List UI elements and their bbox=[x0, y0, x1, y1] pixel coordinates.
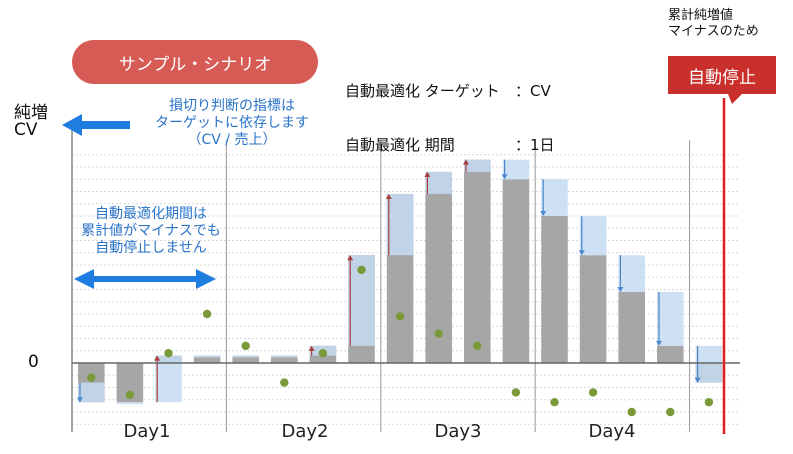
daily-net-dot bbox=[511, 388, 521, 397]
down-arrowhead bbox=[617, 286, 624, 292]
period-note: 自動最適化期間は 累計値がマイナスでも 自動停止しません bbox=[66, 206, 236, 257]
stop-note-line: 累計純増値 bbox=[668, 8, 734, 23]
y-label-net: 純増 bbox=[14, 103, 48, 123]
cumulative-bar bbox=[618, 291, 645, 363]
target-note: 損切り判断の指標は ターゲットに依存します （CV / 売上） bbox=[132, 98, 332, 149]
day-label: Day1 bbox=[123, 421, 171, 442]
daily-net-dot bbox=[164, 349, 173, 358]
day-label: Day4 bbox=[588, 421, 636, 442]
period-arrow-left-head bbox=[74, 269, 94, 289]
daily-net-dot bbox=[357, 265, 366, 275]
up-arrowhead bbox=[347, 255, 354, 261]
scenario-label: サンプル・シナリオ bbox=[72, 40, 318, 84]
change-box bbox=[232, 355, 259, 358]
change-box bbox=[502, 159, 530, 180]
cumulative-bar bbox=[193, 355, 221, 363]
daily-net-dot bbox=[395, 312, 405, 321]
up-arrowhead bbox=[463, 159, 469, 165]
up-arrowhead bbox=[385, 193, 392, 199]
change-box bbox=[271, 355, 298, 358]
axes bbox=[62, 94, 742, 434]
period-value: ：1日 bbox=[515, 136, 555, 154]
change-box bbox=[78, 382, 105, 403]
change-box bbox=[657, 291, 684, 346]
cumulative-bar bbox=[502, 179, 530, 363]
stop-note: 累計純増値 マイナスのため bbox=[668, 8, 759, 40]
up-arrowhead bbox=[424, 171, 431, 177]
change-box bbox=[116, 402, 144, 405]
cumulative-bar bbox=[579, 255, 607, 363]
up-arrowhead bbox=[308, 345, 315, 351]
delta-arrows bbox=[77, 159, 701, 403]
auto-stop-label: 自動停止 bbox=[668, 56, 776, 94]
period-arrow-shaft bbox=[90, 276, 200, 282]
change-box bbox=[618, 255, 645, 292]
change-box bbox=[695, 345, 723, 383]
down-arrowhead bbox=[77, 397, 83, 403]
target-value: ：CV bbox=[515, 82, 551, 100]
period-key: 自動最適化 期間 bbox=[345, 136, 455, 154]
note-line: 自動最適化期間は bbox=[95, 206, 207, 222]
change-box bbox=[464, 159, 491, 172]
period-arrow-right-head bbox=[196, 269, 216, 289]
daily-net-dot bbox=[125, 390, 135, 400]
settings-info: 自動最適化 ターゲット ：CV 自動最適化 期間 ：1日 bbox=[345, 46, 555, 172]
daily-net-dot bbox=[280, 378, 289, 387]
daily-net-dot bbox=[241, 341, 250, 351]
note-line: ターゲットに依存します bbox=[155, 115, 309, 131]
cumulative-bar bbox=[232, 355, 259, 363]
change-box bbox=[579, 216, 607, 256]
down-arrowhead bbox=[540, 211, 547, 216]
daily-net-dot bbox=[202, 309, 212, 319]
daily-net-dot bbox=[473, 341, 482, 351]
note-line: 累計値がマイナスでも bbox=[81, 223, 221, 239]
down-arrowhead bbox=[578, 250, 585, 256]
cumulative-bar bbox=[271, 355, 298, 363]
cumulative-bar bbox=[541, 216, 568, 363]
day-label: Day2 bbox=[281, 421, 329, 442]
note-line: （CV / 売上） bbox=[187, 132, 277, 148]
note-line: 自動停止しません bbox=[95, 240, 207, 256]
daily-net-dot bbox=[704, 398, 714, 407]
daily-net-dot bbox=[588, 388, 598, 397]
cumulative-bar bbox=[657, 345, 684, 363]
y-label-cv: CV bbox=[14, 120, 38, 140]
change-box bbox=[193, 355, 221, 358]
zero-label: 0 bbox=[28, 352, 39, 372]
stop-note-line: マイナスのため bbox=[668, 24, 759, 39]
target-arrow-shaft bbox=[80, 121, 130, 129]
daily-net-dot bbox=[627, 407, 636, 417]
target-arrow-head bbox=[62, 114, 82, 136]
day-label: Day3 bbox=[434, 421, 482, 442]
cumulative-bar bbox=[464, 159, 491, 363]
up-arrowhead bbox=[154, 355, 161, 361]
down-arrowhead bbox=[501, 174, 508, 180]
target-key: 自動最適化 ターゲット bbox=[345, 82, 500, 100]
daily-dots bbox=[87, 265, 714, 417]
change-box bbox=[386, 193, 414, 256]
stop-callout-tail bbox=[728, 94, 742, 104]
change-box bbox=[425, 171, 452, 194]
note-line: 損切り判断の指標は bbox=[169, 98, 295, 114]
daily-net-dot bbox=[666, 407, 675, 417]
daily-net-dot bbox=[87, 373, 96, 382]
daily-net-dot bbox=[550, 398, 559, 407]
down-arrowhead bbox=[694, 377, 701, 383]
down-arrowhead bbox=[656, 340, 662, 346]
change-box bbox=[541, 179, 568, 216]
daily-net-dot bbox=[434, 329, 443, 338]
daily-net-dot bbox=[318, 349, 328, 358]
